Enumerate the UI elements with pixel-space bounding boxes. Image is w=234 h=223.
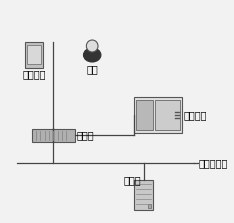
Text: 数控机床: 数控机床 xyxy=(183,110,207,120)
Bar xyxy=(155,100,179,130)
Ellipse shape xyxy=(84,48,101,62)
Text: 主控器: 主控器 xyxy=(77,130,94,140)
Text: 服务器: 服务器 xyxy=(123,175,141,185)
Bar xyxy=(27,45,41,64)
Bar xyxy=(134,180,153,210)
Text: 工业以太网: 工业以太网 xyxy=(199,158,228,168)
Bar xyxy=(25,42,43,68)
Bar xyxy=(147,204,151,208)
Text: 手持设备: 手持设备 xyxy=(22,69,46,79)
Bar xyxy=(136,100,153,130)
Circle shape xyxy=(86,40,98,52)
Bar xyxy=(32,128,75,142)
Bar xyxy=(134,97,183,133)
Text: 工人: 工人 xyxy=(86,64,98,74)
